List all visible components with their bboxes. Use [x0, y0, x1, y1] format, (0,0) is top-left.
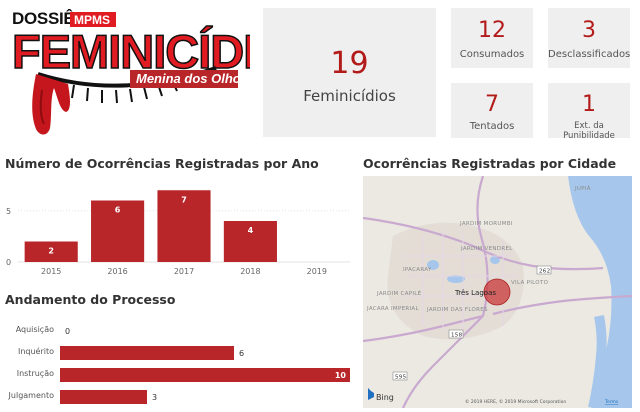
svg-text:158: 158 [451, 333, 463, 339]
kpi-extincao-label: Ext. da Punibilidade [563, 121, 615, 141]
y-tick-label: 5 [6, 207, 11, 216]
lake [427, 260, 439, 270]
bar-value-label: 3 [152, 393, 157, 402]
kpi-feminicidios-value: 19 [330, 46, 369, 81]
bar-2017 [157, 190, 211, 262]
kpi-consumados-label: Consumados [459, 49, 525, 60]
bar-2015 [24, 241, 78, 262]
kpi-extincao-value: 1 [582, 92, 596, 117]
bing-logo-icon: Bing [368, 388, 394, 402]
bar-value-label: 7 [181, 195, 187, 204]
x-tick-label: 2019 [307, 267, 327, 276]
bar-2018 [223, 221, 277, 262]
x-tick-label: 2015 [41, 267, 61, 276]
x-tick-label: 2018 [240, 267, 260, 276]
bar-julgamento [60, 390, 147, 404]
category-label: Aquisição [16, 325, 54, 334]
map-label: JACARA IMPERIAL [366, 306, 419, 312]
x-tick-label: 2017 [174, 267, 194, 276]
subtitle-banner [130, 70, 238, 88]
city-name-label: Três Lagoas [454, 289, 496, 297]
svg-text:Bing: Bing [376, 393, 394, 402]
lake [447, 275, 465, 283]
map-label: JARDIM DAS FLORES [426, 307, 488, 313]
map-label: JARDIM CAPILÉ [376, 289, 422, 297]
map-label: IPACARAY [403, 267, 432, 273]
road-shield: 595 [392, 371, 408, 381]
kpi-feminicidios-label: Feminicídios [303, 87, 396, 105]
logo-mpms-text: MPMS [74, 13, 110, 27]
kpi-card-tentados[interactable]: 7 Tentados [451, 83, 533, 138]
kpi-card-extincao-punibilidade[interactable]: 1 Ext. da Punibilidade [548, 83, 630, 141]
map-label: JARDIM MORUMBI [459, 221, 513, 227]
logo-title-text: FEMINICÍDIO [12, 25, 250, 78]
category-label: Instrução [17, 369, 54, 378]
bar-value-label: 0 [65, 327, 70, 336]
map-label: JUPIÁ [574, 185, 591, 192]
map-terms-link[interactable]: Terms [604, 399, 619, 405]
road-shield: 262 [536, 265, 552, 275]
bar-value-label: 2 [48, 247, 54, 256]
kpi-card-feminicidios[interactable]: 19 Feminicídios [263, 8, 436, 137]
kpi-card-desclassificados[interactable]: 3 Desclassificados [548, 8, 630, 68]
map-copyright: © 2019 HERE, © 2019 Microsoft Corporatio… [465, 398, 566, 405]
blood-drip-icon [32, 74, 70, 135]
bar-value-label: 10 [335, 371, 347, 380]
bar-value-label: 6 [239, 349, 244, 358]
year-bar-chart[interactable]: 0 5 2 2015 6 2016 7 2017 4 2018 2019 [0, 176, 355, 280]
kpi-consumados-value: 12 [478, 18, 506, 43]
y-tick-label: 0 [6, 258, 11, 267]
road-shield: 158 [448, 329, 464, 339]
kpi-desclassificados-value: 3 [582, 18, 596, 43]
year-chart-title: Número de Ocorrências Registradas por An… [5, 156, 319, 171]
city-bubble-tres-lagoas[interactable] [483, 278, 511, 306]
logo-dossie-text: DOSSIÊ [12, 9, 74, 28]
bar-inquérito [60, 346, 234, 360]
logo-subtitle-text: Menina dos Olhos [136, 71, 248, 86]
river [568, 176, 632, 408]
kpi-desclassificados-label: Desclassificados [548, 49, 631, 60]
bar-value-label: 6 [115, 206, 121, 215]
map-title: Ocorrências Registradas por Cidade [363, 156, 617, 171]
city-map[interactable]: JUPIÁ JARDIM MORUMBI JARDIM VENDREL IPAC… [363, 176, 632, 408]
kpi-tentados-label: Tentados [469, 121, 515, 132]
lake [490, 256, 500, 264]
svg-text:595: 595 [395, 375, 407, 381]
map-canvas[interactable]: JUPIÁ JARDIM MORUMBI JARDIM VENDREL IPAC… [363, 176, 632, 408]
mpms-badge [70, 12, 116, 27]
bar-value-label: 4 [248, 226, 254, 235]
process-chart-title: Andamento do Processo [5, 292, 176, 307]
kpi-tentados-value: 7 [485, 92, 499, 117]
category-label: Inquérito [18, 346, 54, 356]
process-bar-chart[interactable]: Aquisição 0 Inquérito 6 Instrução 10 Julgament… [0, 318, 355, 408]
kpi-card-consumados[interactable]: 12 Consumados [451, 8, 533, 68]
bar-2016 [91, 200, 145, 262]
bar-instrução [60, 368, 350, 382]
category-label: Julgamento [8, 391, 55, 400]
logo-graphic: DOSSIÊ MPMS FEMINICÍDIO Menina dos Olhos [11, 9, 293, 135]
svg-text:262: 262 [539, 269, 550, 275]
map-label: VILA PILOTO [511, 280, 549, 286]
dossie-feminicidio-logo: DOSSIÊ MPMS FEMINICÍDIO Menina dos Olhos [10, 4, 293, 144]
map-label: JARDIM VENDREL [460, 246, 513, 252]
x-tick-label: 2016 [107, 267, 127, 276]
